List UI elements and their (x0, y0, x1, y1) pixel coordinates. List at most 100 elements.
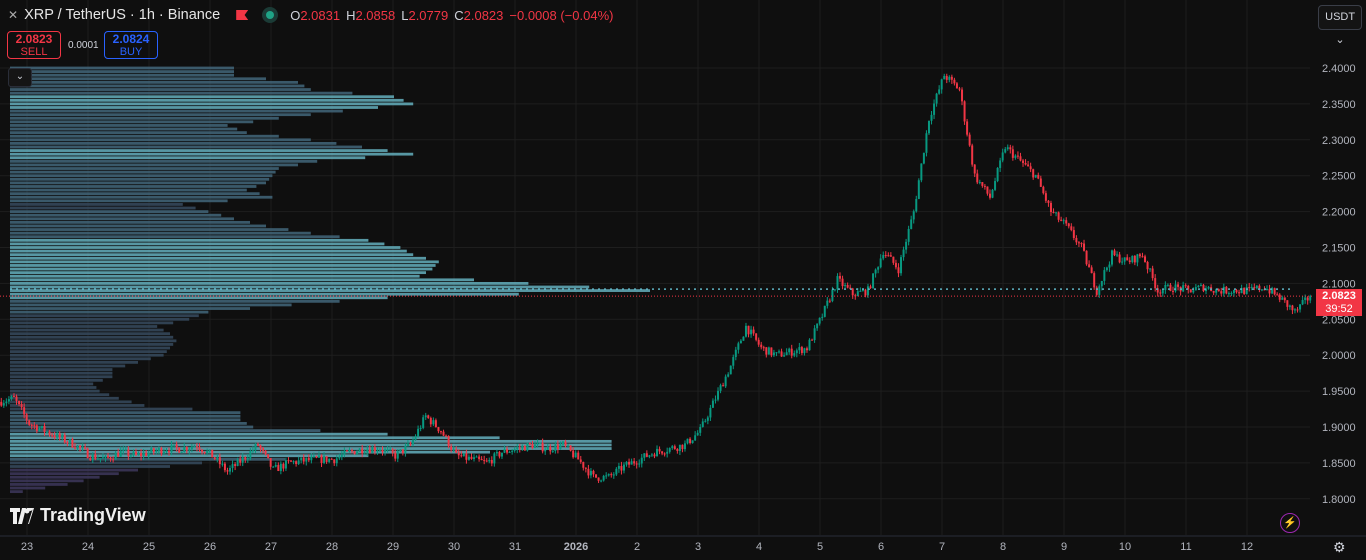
candle-body (823, 305, 826, 317)
candle-body (315, 456, 318, 458)
sell-button[interactable]: 2.0823 SELL (7, 31, 61, 59)
candle-body (1220, 291, 1223, 294)
date-tick: 28 (326, 541, 338, 553)
candle-body (1118, 254, 1121, 263)
candle-body (256, 444, 259, 446)
candle-body (582, 461, 585, 468)
candle-body (84, 447, 87, 449)
candle-body (955, 83, 958, 89)
candle-body (803, 348, 806, 354)
volume-profile-bar (10, 260, 439, 264)
candle-body (681, 444, 684, 450)
candle-body (213, 457, 216, 460)
volume-profile-bar (10, 131, 247, 135)
volume-profile-bar (10, 447, 612, 450)
candle-body (673, 446, 676, 449)
last-price-label: 2.0823 39:52 (1316, 289, 1362, 316)
candle-body (1014, 155, 1017, 158)
candle-body (28, 420, 31, 425)
candles (0, 73, 1312, 484)
candle-body (480, 459, 483, 461)
candle-body (1197, 285, 1200, 288)
volume-profile-bar (10, 278, 474, 282)
candle-body (63, 435, 66, 443)
volume-profile-bar (10, 127, 238, 131)
candle-body (704, 420, 707, 422)
candle-body (559, 444, 562, 450)
candle-body (892, 256, 895, 263)
candle-body (785, 352, 788, 356)
candle-body (615, 468, 618, 475)
volume-profile-bar (10, 199, 228, 203)
candle-body (117, 452, 120, 457)
candle-body (640, 457, 643, 464)
candle-body (358, 448, 361, 452)
candle-body (269, 458, 272, 467)
candle-body (1154, 278, 1157, 289)
candle-body (714, 399, 717, 401)
buy-button[interactable]: 2.0824 BUY (104, 31, 158, 59)
candle-body (650, 454, 653, 456)
candle-body (251, 450, 254, 452)
candle-body (1171, 290, 1174, 292)
symbol-title[interactable]: XRP / TetherUS · 1h · Binance (24, 7, 221, 23)
candle-body (676, 448, 679, 451)
candle-body (211, 449, 214, 458)
candle-body (1273, 288, 1276, 295)
candle-body (1189, 289, 1192, 293)
candle-body (643, 453, 646, 458)
candle-body (1047, 200, 1050, 203)
candle-body (625, 461, 628, 465)
candle-body (467, 456, 470, 460)
candle-body (297, 460, 300, 464)
lightning-icon[interactable]: ⚡ (1280, 513, 1300, 533)
candle-body (368, 449, 371, 453)
collapse-legend-button[interactable]: ⌄ (8, 68, 32, 87)
candle-body (917, 180, 920, 199)
gear-icon[interactable]: ⚙ (1333, 539, 1346, 555)
flag-icon[interactable] (236, 10, 249, 20)
volume-profile-bar (10, 159, 318, 163)
candle-body (920, 163, 923, 181)
close-value: 2.0823 (463, 7, 504, 23)
candle-body (808, 339, 811, 351)
price-tick: 1.8500 (1322, 458, 1356, 470)
candle-body (1278, 294, 1281, 300)
candle-body (35, 425, 38, 431)
candle-body (478, 456, 481, 460)
date-tick: 29 (387, 541, 399, 553)
candle-body (1055, 212, 1058, 214)
candle-body (1156, 288, 1159, 293)
candle-body (600, 480, 603, 482)
currency-button[interactable]: USDT ⌄ (1318, 5, 1362, 46)
candle-body (506, 449, 509, 453)
date-tick: 10 (1119, 541, 1131, 553)
candle-body (579, 459, 582, 462)
volume-profile-bar (10, 479, 84, 483)
candle-body (5, 401, 8, 404)
candle-body (325, 456, 328, 462)
volume-profile-bar (10, 73, 234, 77)
candle-body (589, 470, 592, 476)
candle-body (236, 459, 239, 466)
candle-body (442, 431, 445, 436)
candle-body (709, 407, 712, 418)
candle-body (1090, 267, 1093, 274)
candle-body (335, 458, 338, 464)
volume-profile-bar (10, 188, 247, 192)
tradingview-logo[interactable]: TradingView (10, 505, 146, 526)
candle-body (38, 428, 41, 431)
candle-body (109, 457, 112, 460)
market-status-icon[interactable] (262, 7, 279, 23)
candle-body (1022, 160, 1025, 163)
candle-body (622, 464, 625, 471)
candle-body (973, 164, 976, 174)
candle-body (107, 455, 110, 458)
volume-profile-bar (10, 461, 202, 465)
candle-body (279, 463, 282, 471)
candle-body (902, 249, 905, 258)
candle-body (1149, 268, 1152, 270)
candle-body (805, 348, 808, 351)
candle-body (1093, 273, 1096, 288)
